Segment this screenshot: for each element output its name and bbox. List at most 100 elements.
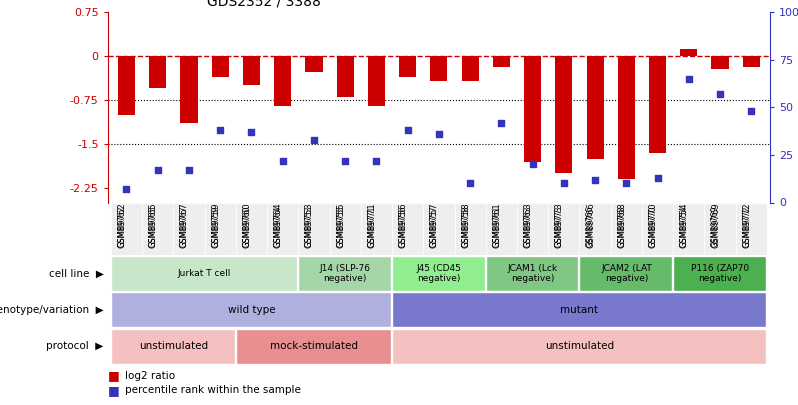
FancyBboxPatch shape bbox=[705, 202, 736, 255]
FancyBboxPatch shape bbox=[330, 202, 361, 255]
Text: GSM89765: GSM89765 bbox=[148, 205, 158, 247]
Text: J45 (CD45
negative): J45 (CD45 negative) bbox=[417, 264, 461, 283]
FancyBboxPatch shape bbox=[486, 202, 517, 255]
FancyBboxPatch shape bbox=[423, 202, 455, 255]
Bar bbox=[712, 56, 729, 69]
Text: ■: ■ bbox=[108, 384, 120, 397]
Bar bbox=[649, 56, 666, 153]
Text: GSM89758: GSM89758 bbox=[461, 205, 470, 247]
Text: GSM89763: GSM89763 bbox=[523, 205, 532, 247]
FancyBboxPatch shape bbox=[674, 256, 766, 291]
FancyBboxPatch shape bbox=[236, 329, 391, 364]
Point bbox=[120, 186, 132, 192]
FancyBboxPatch shape bbox=[267, 202, 298, 255]
FancyBboxPatch shape bbox=[392, 202, 423, 255]
FancyBboxPatch shape bbox=[236, 202, 267, 255]
Point bbox=[183, 167, 196, 173]
Point bbox=[464, 180, 476, 187]
Text: Jurkat T cell: Jurkat T cell bbox=[178, 269, 231, 278]
Bar bbox=[399, 56, 417, 77]
FancyBboxPatch shape bbox=[642, 202, 674, 255]
Text: GSM89762: GSM89762 bbox=[117, 202, 126, 248]
Text: GSM89770: GSM89770 bbox=[649, 205, 658, 247]
Point bbox=[713, 91, 726, 97]
Text: mutant: mutant bbox=[560, 305, 598, 315]
Point bbox=[276, 158, 289, 164]
Bar bbox=[243, 56, 260, 85]
Text: GSM89768: GSM89768 bbox=[618, 205, 626, 247]
Text: GSM89753: GSM89753 bbox=[305, 205, 314, 247]
FancyBboxPatch shape bbox=[111, 256, 297, 291]
Text: GSM89758: GSM89758 bbox=[461, 202, 470, 248]
Text: GSM89769: GSM89769 bbox=[711, 205, 720, 247]
Text: JCAM2 (LAT
negative): JCAM2 (LAT negative) bbox=[601, 264, 652, 283]
FancyBboxPatch shape bbox=[361, 202, 392, 255]
FancyBboxPatch shape bbox=[142, 202, 173, 255]
Text: GSM89754: GSM89754 bbox=[680, 202, 689, 248]
Bar bbox=[524, 56, 541, 162]
Text: GSM89759: GSM89759 bbox=[211, 202, 220, 248]
Bar bbox=[555, 56, 572, 173]
Point bbox=[370, 158, 383, 164]
Text: GSM89754: GSM89754 bbox=[680, 205, 689, 247]
Text: GSM89761: GSM89761 bbox=[492, 202, 501, 248]
Text: GSM89766: GSM89766 bbox=[586, 202, 595, 248]
FancyBboxPatch shape bbox=[392, 329, 766, 364]
Text: wild type: wild type bbox=[227, 305, 275, 315]
Text: GSM89757: GSM89757 bbox=[430, 205, 439, 247]
Text: GSM89771: GSM89771 bbox=[367, 202, 377, 248]
Text: GSM89757: GSM89757 bbox=[430, 202, 439, 248]
Text: protocol  ▶: protocol ▶ bbox=[46, 341, 104, 351]
Bar bbox=[430, 56, 448, 81]
Text: GSM89764: GSM89764 bbox=[274, 205, 282, 247]
Text: mock-stimulated: mock-stimulated bbox=[270, 341, 358, 351]
Bar bbox=[118, 56, 135, 115]
FancyBboxPatch shape bbox=[579, 202, 610, 255]
Bar bbox=[274, 56, 291, 106]
Bar bbox=[461, 56, 479, 81]
FancyBboxPatch shape bbox=[486, 256, 579, 291]
FancyBboxPatch shape bbox=[455, 202, 486, 255]
Text: GDS2352 / 3388: GDS2352 / 3388 bbox=[207, 0, 321, 8]
Text: cell line  ▶: cell line ▶ bbox=[49, 269, 104, 278]
Point bbox=[214, 127, 227, 133]
Text: GSM89760: GSM89760 bbox=[243, 205, 251, 247]
Point bbox=[495, 119, 508, 126]
Text: unstimulated: unstimulated bbox=[139, 341, 208, 351]
Point bbox=[401, 127, 414, 133]
Text: GSM89773: GSM89773 bbox=[555, 205, 564, 247]
Text: GSM89767: GSM89767 bbox=[180, 205, 189, 247]
Point bbox=[433, 131, 445, 137]
Text: GSM89768: GSM89768 bbox=[618, 202, 626, 248]
Text: J14 (SLP-76
negative): J14 (SLP-76 negative) bbox=[320, 264, 371, 283]
Bar bbox=[368, 56, 385, 106]
Text: unstimulated: unstimulated bbox=[545, 341, 614, 351]
Text: GSM89756: GSM89756 bbox=[399, 205, 408, 247]
FancyBboxPatch shape bbox=[610, 202, 642, 255]
Text: log2 ratio: log2 ratio bbox=[125, 371, 176, 381]
FancyBboxPatch shape bbox=[111, 292, 391, 327]
Bar bbox=[149, 56, 166, 88]
Point bbox=[526, 161, 539, 168]
Bar bbox=[618, 56, 635, 179]
Text: GSM89772: GSM89772 bbox=[742, 205, 752, 247]
FancyBboxPatch shape bbox=[548, 202, 579, 255]
Text: GSM89772: GSM89772 bbox=[742, 202, 752, 248]
Point bbox=[307, 136, 320, 143]
Bar bbox=[211, 56, 229, 77]
Bar bbox=[680, 49, 697, 56]
Text: GSM89753: GSM89753 bbox=[305, 202, 314, 248]
FancyBboxPatch shape bbox=[674, 202, 705, 255]
Text: genotype/variation  ▶: genotype/variation ▶ bbox=[0, 305, 104, 315]
Text: JCAM1 (Lck
negative): JCAM1 (Lck negative) bbox=[508, 264, 558, 283]
Bar bbox=[180, 56, 198, 124]
Bar bbox=[493, 56, 510, 66]
Point bbox=[651, 175, 664, 181]
Point bbox=[245, 129, 258, 135]
Point bbox=[339, 158, 352, 164]
Text: GSM89769: GSM89769 bbox=[711, 202, 720, 248]
FancyBboxPatch shape bbox=[204, 202, 236, 255]
Point bbox=[682, 75, 695, 82]
FancyBboxPatch shape bbox=[111, 202, 142, 255]
Point bbox=[620, 180, 633, 187]
